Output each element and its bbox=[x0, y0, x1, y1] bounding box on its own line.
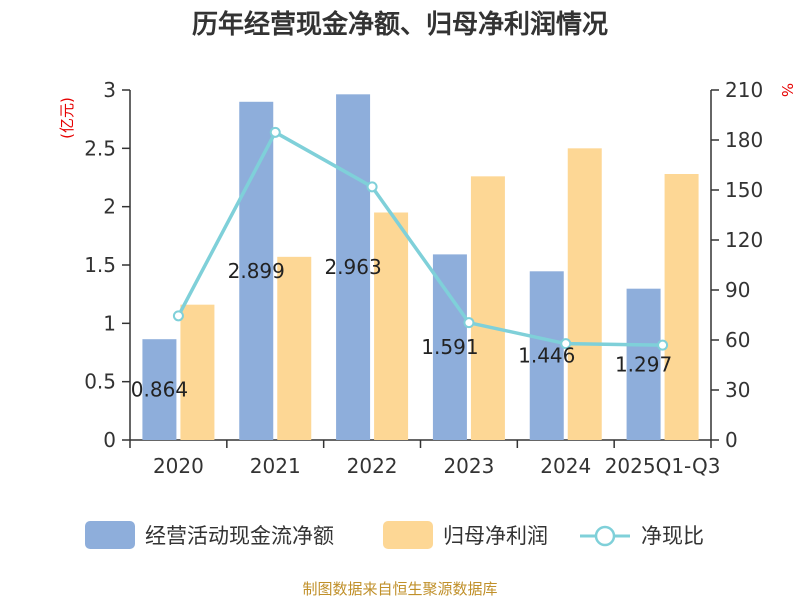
legend-label-ratio: 净现比 bbox=[641, 524, 704, 548]
left-axis-unit: (亿元) bbox=[58, 97, 76, 139]
right-tick-label: 150 bbox=[725, 178, 763, 202]
legend-swatch-cashflow bbox=[85, 521, 135, 549]
ratio-point bbox=[657, 339, 669, 351]
cashflow-value-label: 0.864 bbox=[131, 378, 188, 402]
ratio-line-group bbox=[172, 126, 669, 351]
right-tick-label: 0 bbox=[725, 428, 738, 452]
legend: 经营活动现金流净额 归母净利润 净现比 bbox=[85, 521, 704, 549]
right-tick-label: 90 bbox=[725, 278, 750, 302]
legend-item-cashflow[interactable]: 经营活动现金流净额 bbox=[85, 521, 334, 549]
ratio-point bbox=[366, 181, 378, 193]
left-tick-label: 0 bbox=[103, 428, 116, 452]
legend-marker-ratio bbox=[594, 525, 616, 547]
ratio-point bbox=[560, 338, 572, 350]
netprofit-bar bbox=[374, 212, 409, 440]
legend-label-netprofit: 归母净利润 bbox=[443, 524, 548, 548]
cashflow-bar bbox=[142, 339, 177, 440]
left-tick-label: 2 bbox=[103, 195, 116, 219]
bars bbox=[142, 94, 699, 441]
x-tick-label: 2025Q1-Q3 bbox=[605, 454, 721, 478]
x-tick-label: 2024 bbox=[540, 454, 591, 478]
legend-swatch-netprofit bbox=[383, 521, 433, 549]
left-tick-label: 3 bbox=[103, 78, 116, 102]
cashflow-value-label: 1.297 bbox=[615, 352, 672, 376]
legend-item-ratio[interactable]: 净现比 bbox=[580, 524, 704, 548]
cashflow-value-label: 1.446 bbox=[518, 344, 575, 368]
cashflow-bar bbox=[336, 94, 371, 441]
left-tick-label: 1.5 bbox=[84, 253, 116, 277]
right-tick-label: 180 bbox=[725, 128, 763, 152]
x-tick-label: 2022 bbox=[347, 454, 398, 478]
cashflow-bar bbox=[432, 254, 467, 440]
netprofit-bar bbox=[277, 256, 312, 440]
ratio-point bbox=[269, 126, 281, 138]
left-tick-label: 0.5 bbox=[84, 370, 116, 394]
netprofit-bar bbox=[470, 176, 505, 441]
netprofit-bar bbox=[180, 304, 215, 440]
cashflow-value-label: 2.963 bbox=[324, 255, 381, 279]
right-tick-label: 120 bbox=[725, 228, 763, 252]
left-tick-label: 2.5 bbox=[84, 136, 116, 160]
right-axis-unit: % bbox=[778, 83, 796, 97]
ratio-point bbox=[172, 310, 184, 322]
cashflow-value-label: 1.591 bbox=[421, 335, 478, 359]
netprofit-bar bbox=[567, 148, 602, 441]
cashflow-bar bbox=[626, 288, 661, 440]
ratio-point bbox=[463, 317, 475, 329]
cashflow-bar bbox=[529, 271, 564, 440]
right-tick-label: 30 bbox=[725, 378, 750, 402]
ratio-line bbox=[176, 130, 663, 347]
right-tick-label: 210 bbox=[725, 78, 763, 102]
cashflow-value-label: 2.899 bbox=[228, 259, 285, 283]
netprofit-bar bbox=[664, 174, 699, 440]
legend-label-cashflow: 经营活动现金流净额 bbox=[145, 524, 334, 548]
source-note: 制图数据来自恒生聚源数据库 bbox=[302, 580, 497, 598]
x-tick-label: 2023 bbox=[443, 454, 494, 478]
chart-title: 历年经营现金净额、归母净利润情况 bbox=[192, 9, 608, 40]
x-tick-label: 2020 bbox=[153, 454, 204, 478]
left-tick-label: 1 bbox=[103, 311, 116, 335]
data-labels: 0.864 2.899 2.963 1.591 1.446 1.297 bbox=[131, 255, 672, 401]
x-tick-label: 2021 bbox=[250, 454, 301, 478]
cashflow-bar bbox=[239, 101, 274, 441]
legend-item-netprofit[interactable]: 归母净利润 bbox=[383, 521, 548, 549]
right-tick-label: 60 bbox=[725, 328, 750, 352]
